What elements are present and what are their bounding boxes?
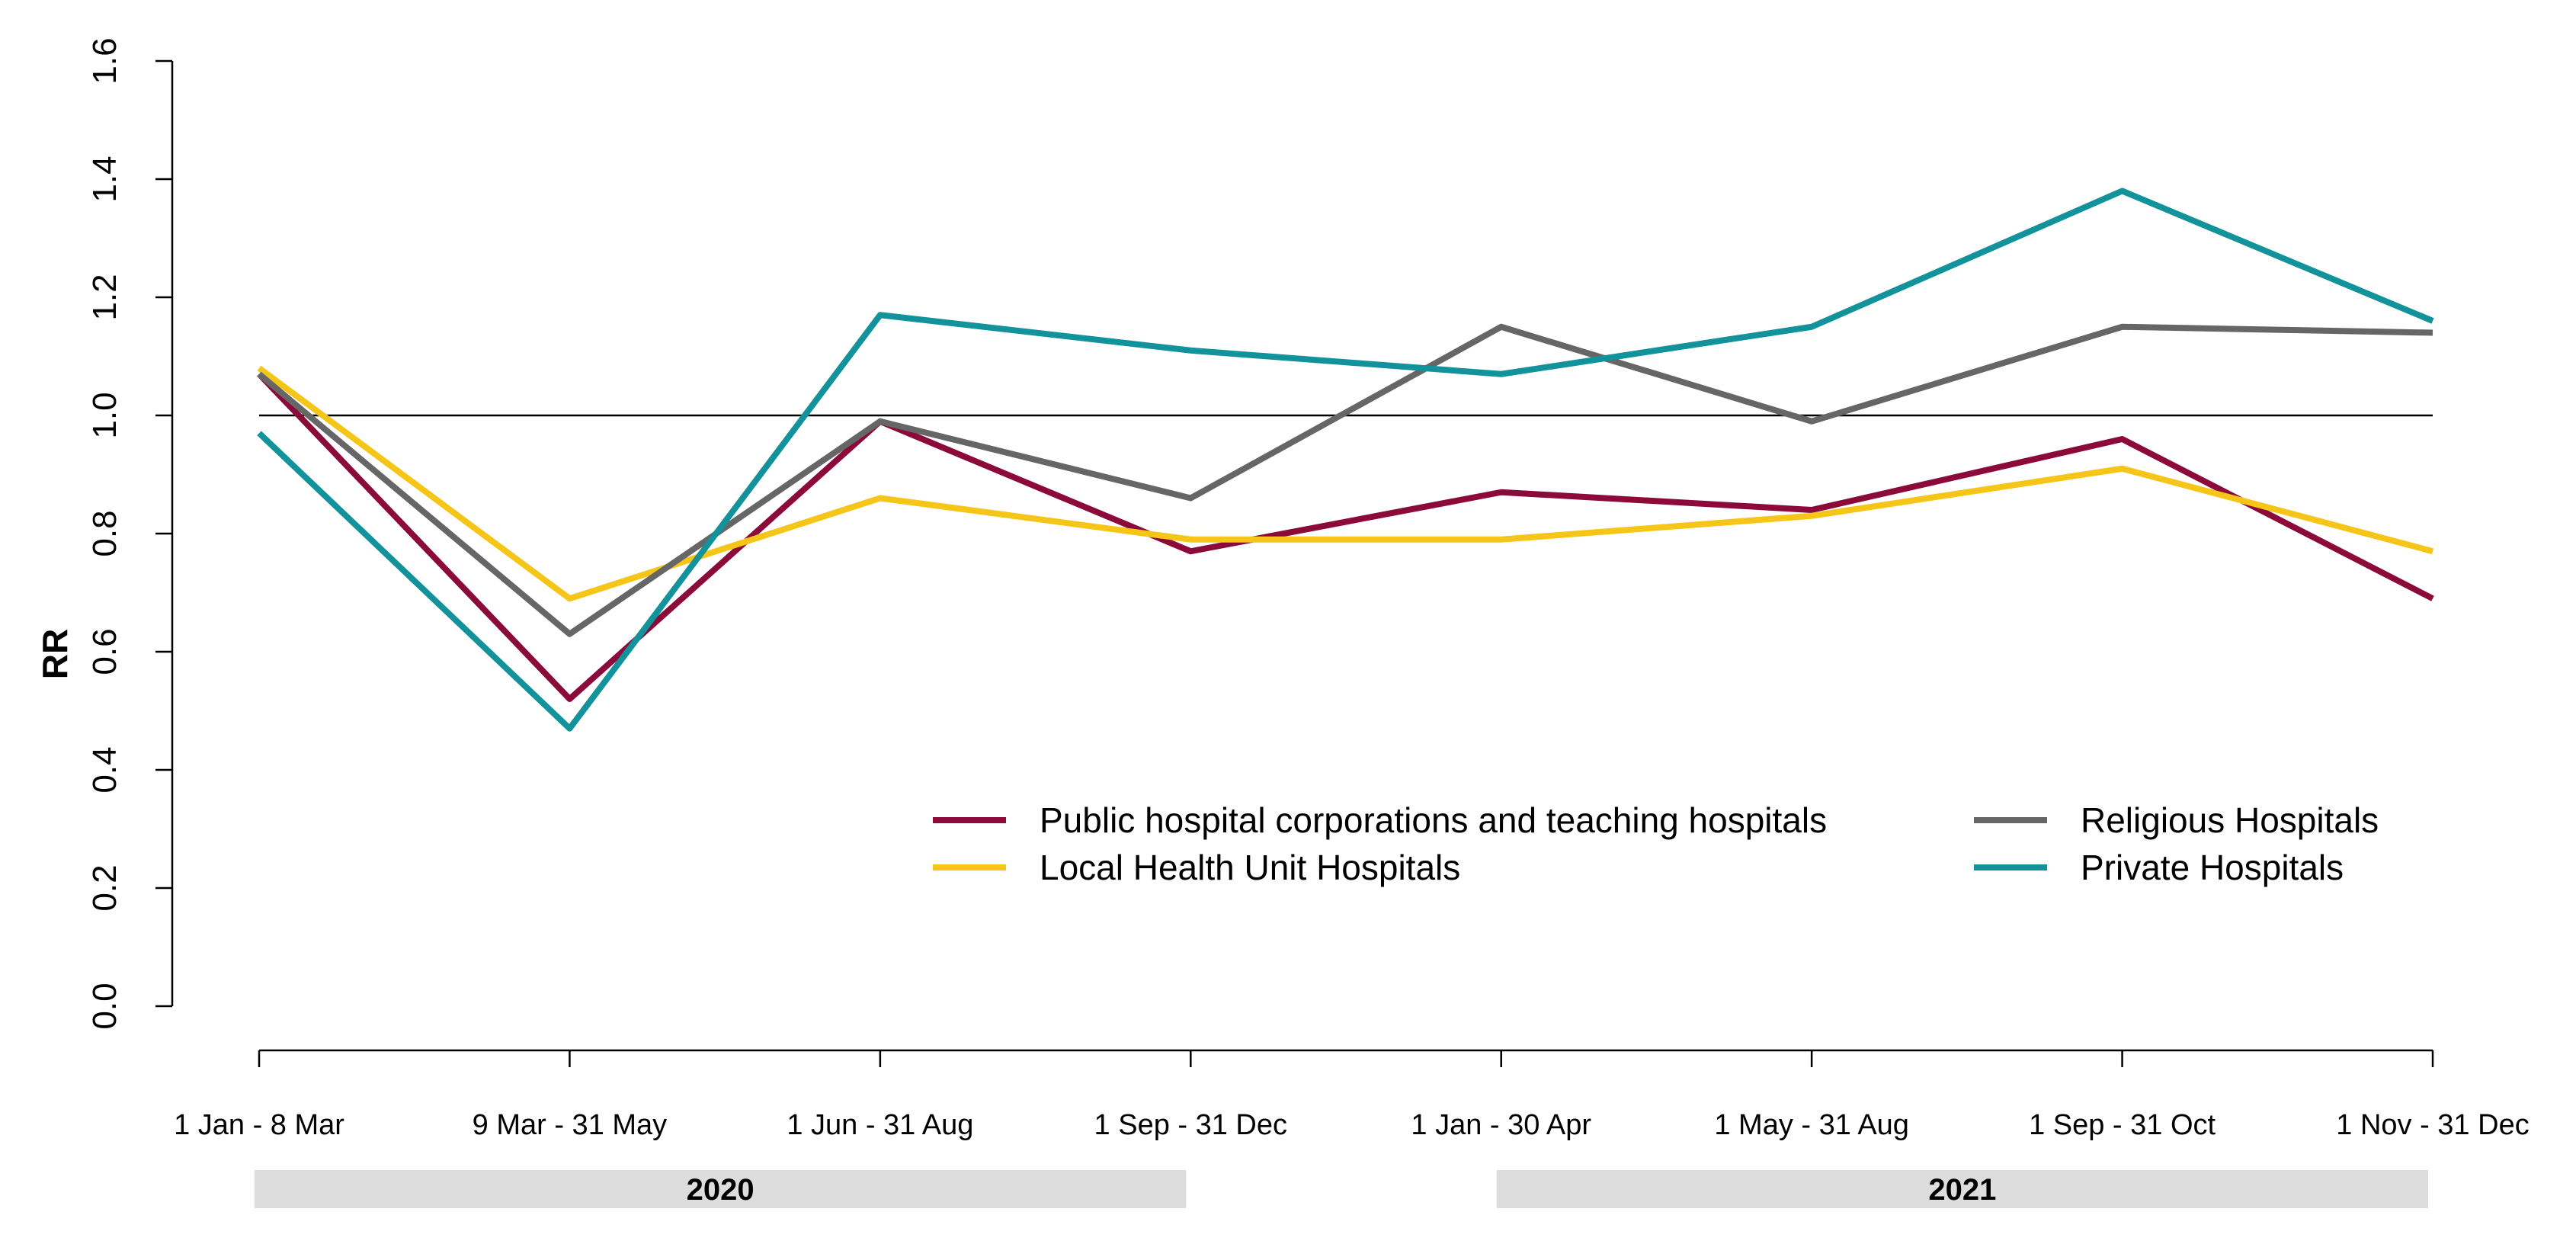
legend-label: Private Hospitals: [2081, 848, 2344, 887]
legend-label: Local Health Unit Hospitals: [1040, 848, 1460, 887]
y-tick-label: 1.0: [86, 392, 123, 438]
y-tick-label: 0.6: [86, 628, 123, 675]
y-tick-label: 1.4: [86, 156, 123, 202]
x-tick-label: 1 Nov - 31 Dec: [2336, 1109, 2529, 1141]
series-line: [257, 371, 2434, 702]
y-tick-label: 1.2: [86, 274, 123, 320]
year-bar: [1496, 1170, 2428, 1208]
x-tick-label: 1 Jun - 31 Aug: [787, 1109, 973, 1141]
y-tick-label: 0.2: [86, 864, 123, 911]
legend: Public hospital corporations and teachin…: [933, 800, 2379, 887]
y-axis: 0.0 0.2 0.4 0.6 0.8 1.0 1.2 1.4 1.6: [86, 37, 174, 1030]
year-groups: 2020 2021: [255, 1170, 2428, 1208]
x-tick-label: 1 May - 31 Aug: [1714, 1109, 1909, 1141]
x-tick-label: 1 Sep - 31 Oct: [2029, 1109, 2216, 1141]
x-tick-label: 1 Sep - 31 Dec: [1094, 1109, 1287, 1141]
y-axis-label: RR: [35, 629, 75, 679]
y-tick-label: 0.8: [86, 510, 123, 556]
x-tick-label: 1 Jan - 8 Mar: [174, 1109, 344, 1141]
legend-label: Religious Hospitals: [2081, 800, 2379, 840]
legend-label: Public hospital corporations and teachin…: [1040, 800, 1827, 840]
x-tick-label: 9 Mar - 31 May: [473, 1109, 668, 1141]
y-tick-label: 1.6: [86, 37, 123, 84]
series-lines: [257, 188, 2434, 732]
year-label: 2020: [687, 1173, 755, 1207]
series-line: [257, 323, 2433, 637]
y-tick-label: 0.4: [86, 746, 123, 793]
year-bar: [255, 1170, 1187, 1208]
year-label: 2021: [1928, 1173, 1996, 1207]
series-line: [257, 365, 2434, 602]
x-axis: 1 Jan - 8 Mar 9 Mar - 31 May 1 Jun - 31 Au…: [174, 1049, 2530, 1141]
x-tick-label: 1 Jan - 30 Apr: [1411, 1109, 1591, 1141]
y-tick-label: 0.0: [86, 983, 123, 1029]
series-line: [257, 188, 2434, 732]
